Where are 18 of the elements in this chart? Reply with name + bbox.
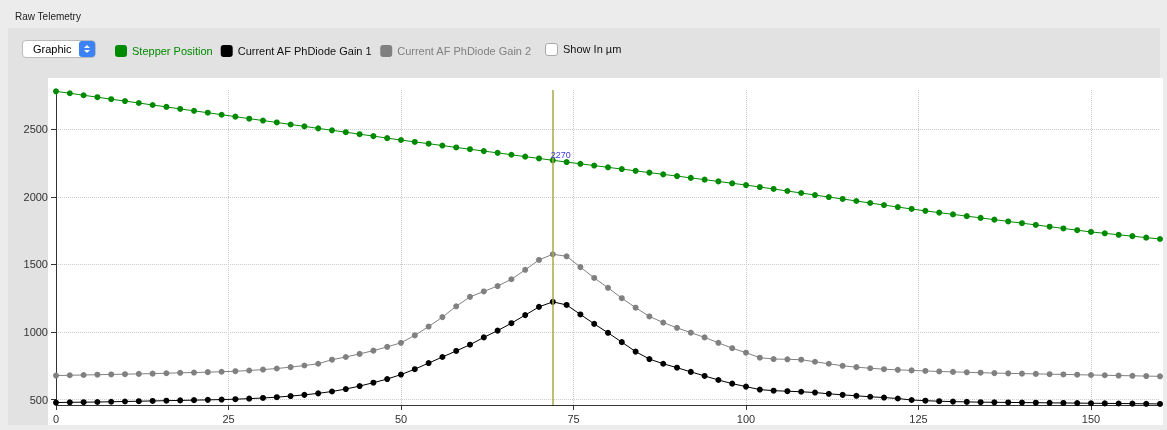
y-tick-label: 2000: [23, 190, 48, 203]
legend-label: Stepper Position: [132, 45, 213, 57]
x-tick-label: 25: [222, 412, 235, 425]
y-tick-label: 500: [29, 393, 48, 406]
text: Show In µm: [563, 43, 622, 55]
y-tick-label: 2500: [23, 123, 48, 136]
x-tick-label: 50: [394, 412, 408, 425]
x-tick-label: 0: [52, 412, 60, 425]
x-tick-label: 75: [567, 412, 580, 425]
x-tick-label: 150: [1081, 412, 1101, 425]
y-tick-label: 1000: [23, 326, 48, 338]
y-tick-label: 1500: [23, 258, 48, 271]
x-tick-label: 125: [909, 412, 928, 425]
dropdown: Graphic: [22, 40, 96, 58]
chart-title: Raw Telemetry: [15, 10, 81, 22]
legend-label: Current AF PhDiode Gain 2: [397, 45, 532, 57]
x-tick-label: 100: [736, 412, 756, 425]
legend-label: Current AF PhDiode Gain 1: [237, 45, 372, 57]
